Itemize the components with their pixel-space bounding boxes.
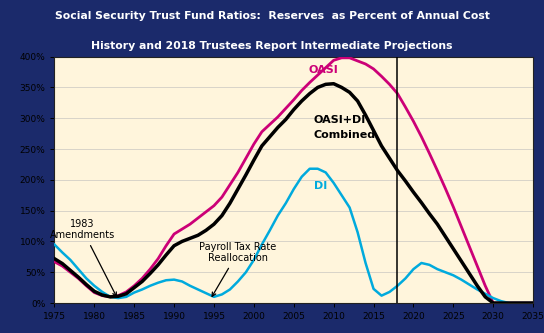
- Text: OASI: OASI: [308, 65, 338, 75]
- Text: Payroll Tax Rate
Reallocation: Payroll Tax Rate Reallocation: [199, 241, 276, 296]
- Text: Combined: Combined: [314, 130, 376, 140]
- Text: History and 2018 Trustees Report Intermediate Projections: History and 2018 Trustees Report Interme…: [91, 41, 453, 51]
- Text: 1983
Amendments: 1983 Amendments: [50, 219, 116, 296]
- Text: DI: DI: [314, 181, 327, 191]
- Text: Social Security Trust Fund Ratios:  Reserves  as Percent of Annual Cost: Social Security Trust Fund Ratios: Reser…: [54, 11, 490, 21]
- Text: OASI+DI: OASI+DI: [314, 115, 366, 125]
